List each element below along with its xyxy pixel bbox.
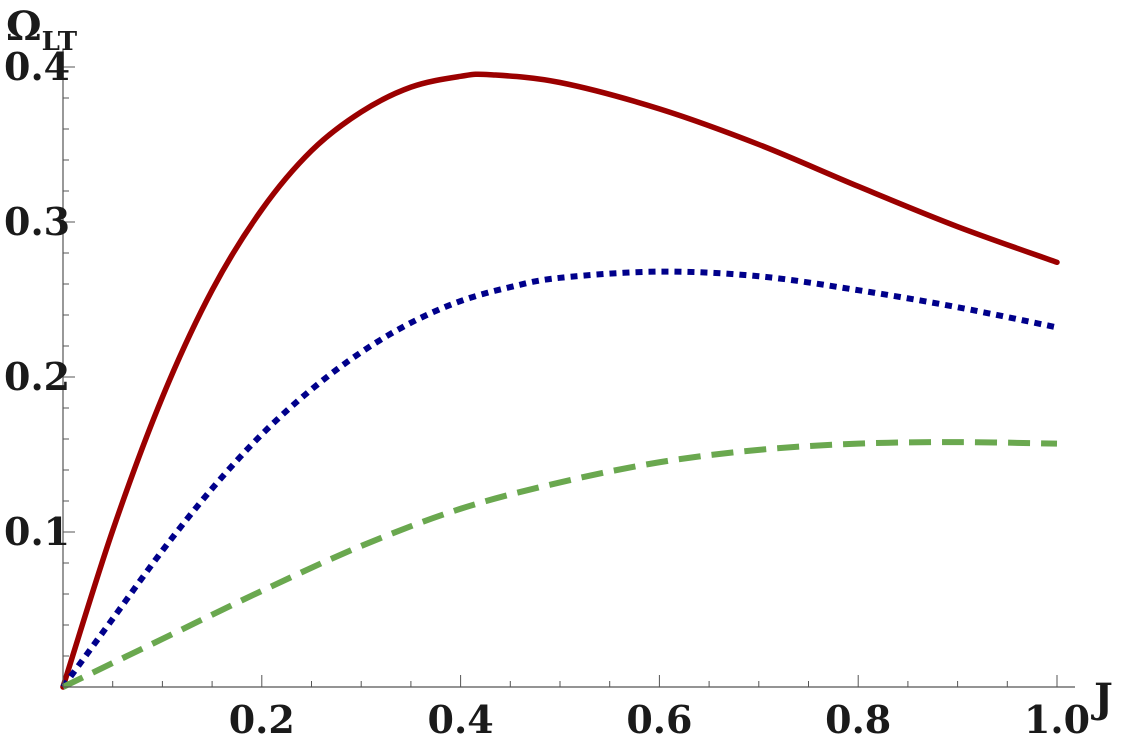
tick-labels: 0.2 0.4 0.6 0.8 1.0 0.1 0.2 0.3 0.4 — [4, 44, 1090, 742]
x-tick-label: 0.2 — [229, 697, 295, 742]
series-layer — [60, 71, 1060, 690]
y-tick-label: 0.4 — [4, 44, 70, 89]
y-axis-label: ΩLT — [6, 3, 78, 57]
series-line-dotted — [60, 268, 1058, 689]
y-axis-label-main: Ω — [6, 3, 42, 50]
y-axis-label-sub: LT — [42, 27, 78, 57]
x-tick-label: 1.0 — [1024, 697, 1090, 742]
series-line-dashed — [61, 439, 1058, 690]
axes-layer: 0.2 0.4 0.6 0.8 1.0 0.1 0.2 0.3 0.4 — [4, 44, 1090, 742]
x-tick-label: 0.4 — [428, 697, 494, 742]
x-tick-label: 0.6 — [626, 697, 692, 742]
x-tick-label: 0.8 — [825, 697, 891, 742]
axis-ticks — [63, 66, 1058, 687]
y-tick-label: 0.1 — [4, 509, 70, 554]
series-line-solid — [60, 71, 1060, 690]
y-tick-label: 0.3 — [4, 199, 70, 244]
x-axis-label: J — [1091, 675, 1113, 722]
y-tick-label: 0.2 — [4, 354, 70, 399]
